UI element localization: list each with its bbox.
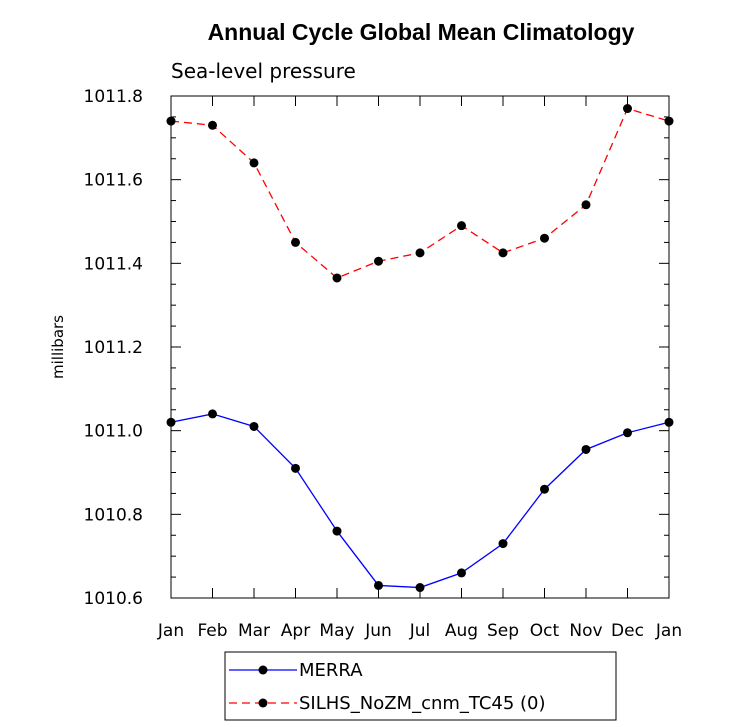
legend: MERRA SILHS_NoZM_cnm_TC45 (0)	[224, 651, 617, 721]
data-point	[540, 233, 549, 243]
data-point	[623, 428, 632, 438]
data-point	[664, 417, 674, 427]
data-point	[249, 158, 259, 168]
data-point	[166, 417, 176, 427]
data-point	[332, 273, 342, 283]
x-tick-label: Aug	[445, 621, 478, 641]
legend-marker	[258, 665, 268, 675]
y-axis-label: millibars	[49, 315, 67, 379]
data-point	[664, 116, 674, 126]
y-tick-label: 1011.2	[84, 338, 143, 358]
data-point	[374, 256, 383, 266]
data-point	[249, 421, 259, 431]
legend-marker	[258, 698, 268, 708]
x-tick-label: May	[319, 621, 354, 641]
x-tick-label: Mar	[238, 621, 270, 641]
chart-subtitle: Sea-level pressure	[171, 59, 356, 83]
data-point	[457, 221, 466, 231]
data-point	[623, 104, 632, 114]
x-tick-label: Nov	[569, 621, 602, 641]
y-tick-label: 1011.8	[84, 87, 143, 107]
data-point	[332, 526, 342, 536]
x-tick-label: Dec	[611, 621, 644, 641]
x-tick-label: Jan	[655, 621, 682, 641]
data-point	[166, 116, 176, 126]
x-tick-label: Jan	[157, 621, 184, 641]
data-point	[291, 237, 300, 247]
legend-box	[224, 651, 617, 721]
chart-title: Annual Cycle Global Mean Climatology	[208, 19, 635, 45]
legend-label: SILHS_NoZM_cnm_TC45 (0)	[299, 693, 546, 714]
plot-frame	[170, 95, 670, 599]
data-point	[208, 409, 217, 419]
x-tick-label: Feb	[197, 621, 227, 641]
axis-ticks: Jan Feb Mar Apr May Jun Jul Aug Sep Oct Nov Dec Jan 1…	[84, 87, 683, 641]
x-tick-label: Apr	[281, 621, 310, 641]
series-layer	[166, 104, 674, 593]
data-point	[581, 444, 591, 454]
y-tick-label: 1011.0	[84, 422, 143, 442]
data-point	[415, 583, 425, 593]
y-tick-label: 1010.8	[84, 505, 143, 525]
y-tick-label: 1011.4	[84, 254, 143, 274]
data-point	[540, 484, 549, 494]
x-tick-label: Oct	[530, 621, 560, 641]
x-tick-label: Jul	[409, 621, 431, 641]
data-point	[457, 568, 466, 578]
data-point	[374, 580, 383, 590]
x-tick-label: Jun	[364, 621, 392, 641]
legend-label: MERRA	[299, 660, 363, 681]
y-tick-label: 1011.6	[84, 171, 143, 191]
y-tick-label: 1010.6	[84, 589, 143, 609]
data-point	[291, 463, 300, 473]
data-point	[498, 539, 508, 549]
data-point	[415, 248, 425, 258]
x-tick-label: Sep	[487, 621, 519, 641]
data-point	[581, 200, 591, 210]
series-line-0	[170, 413, 670, 589]
data-point	[208, 120, 217, 130]
data-point	[498, 248, 508, 258]
